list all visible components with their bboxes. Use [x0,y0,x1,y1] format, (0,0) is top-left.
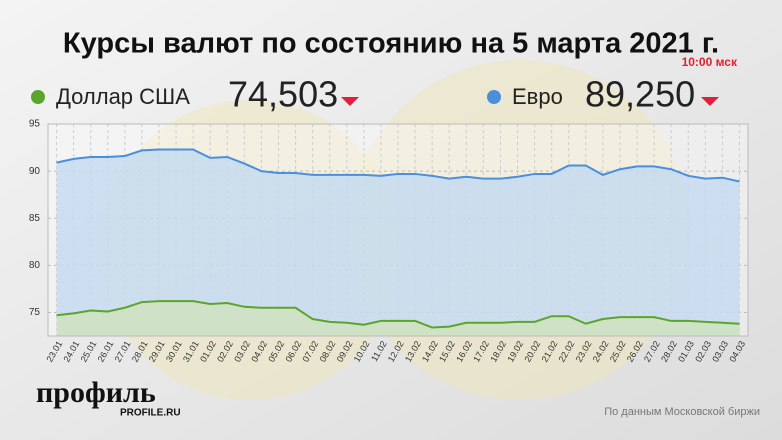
legend-label: Доллар США [56,84,190,109]
line [56,300,740,329]
legend-label: Евро [512,84,563,109]
current-value: 74,503 [228,74,338,115]
legend-dot [487,90,501,104]
area [56,149,740,336]
chart-title: Курсы валют по состоянию на 5 марта 2021… [63,28,719,60]
y-tick-label: 85 [29,213,41,224]
down-arrow [341,97,359,106]
plot: 758085909523.0124.0125.0126.0127.0128.01… [29,119,749,364]
source: По данным Московской биржи [604,406,760,418]
y-tick-label: 80 [29,260,41,271]
current-value: 89,250 [585,74,695,115]
line [56,148,740,183]
subtitle: 10:00 мск [682,55,738,69]
plot-border [47,123,749,337]
area [56,301,740,336]
y-tick-label: 75 [29,307,41,318]
y-tick-label: 95 [29,119,41,130]
legend-dot [31,90,45,104]
logo: профиль [36,376,156,409]
down-arrow [701,97,719,106]
y-tick-label: 90 [29,166,41,177]
logo-url: PROFILE.RU [120,408,181,419]
